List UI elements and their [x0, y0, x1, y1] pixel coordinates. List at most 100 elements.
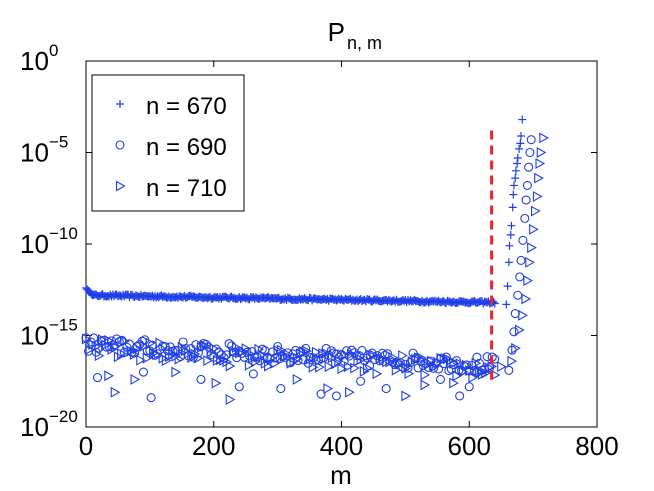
y-tick-label-base: 10 — [20, 321, 49, 351]
marker-triangle — [446, 355, 456, 366]
marker-triangle — [133, 343, 143, 355]
x-tick-labels: 0 200 400 600 800 — [79, 431, 619, 461]
marker-triangle — [97, 334, 108, 346]
marker-triangle — [292, 373, 303, 385]
y-tick-label-base: 10 — [20, 138, 49, 168]
marker-triangle — [270, 357, 281, 369]
marker-triangle — [527, 242, 537, 254]
marker-plus — [116, 100, 124, 108]
marker-circle — [303, 358, 313, 368]
marker-triangle — [171, 350, 182, 362]
marker-plus — [516, 132, 525, 141]
marker-plus — [511, 166, 520, 175]
marker-triangle — [331, 358, 341, 370]
marker-triangle — [139, 341, 150, 352]
marker-circle — [518, 235, 528, 245]
marker-triangle — [85, 344, 95, 355]
marker-triangle — [254, 343, 265, 355]
marker-plus — [509, 181, 518, 190]
marker-circle — [316, 389, 326, 399]
marker-triangle — [117, 348, 127, 360]
marker-triangle — [238, 346, 249, 357]
marker-triangle — [375, 353, 386, 365]
marker-triangle — [115, 180, 126, 192]
marker-triangle — [366, 349, 376, 361]
marker-circle — [115, 140, 125, 150]
y-tick-label-base: 10 — [20, 412, 49, 442]
marker-triangle — [476, 366, 487, 378]
marker-triangle — [449, 357, 459, 369]
marker-circle — [455, 391, 465, 401]
marker-triangle — [356, 354, 367, 366]
marker-plus — [516, 139, 525, 148]
chart-title: P — [328, 17, 345, 47]
legend-label-n690: n = 690 — [146, 134, 227, 161]
marker-triangle — [136, 354, 146, 366]
marker-circle — [234, 382, 244, 392]
marker-triangle — [311, 346, 322, 358]
marker-triangle — [334, 355, 344, 367]
x-tick-label: 0 — [79, 431, 93, 461]
marker-triangle — [420, 379, 431, 391]
marker-triangle — [401, 363, 411, 374]
marker-triangle — [455, 358, 466, 370]
marker-triangle — [126, 345, 137, 357]
marker-triangle — [378, 353, 389, 365]
marker-triangle — [216, 354, 226, 366]
marker-triangle — [241, 343, 252, 355]
marker-triangle — [104, 335, 114, 346]
marker-triangle — [315, 361, 325, 373]
marker-circle — [216, 350, 226, 360]
marker-triangle — [228, 346, 239, 358]
marker-triangle — [511, 342, 521, 354]
legend-label-n670: n = 670 — [146, 93, 227, 120]
marker-triangle — [321, 347, 332, 359]
marker-triangle — [388, 352, 399, 363]
marker-plus — [506, 230, 515, 239]
marker-circle — [138, 367, 149, 377]
marker-triangle — [184, 347, 194, 359]
marker-circle — [509, 327, 519, 337]
marker-triangle — [206, 346, 217, 358]
marker-plus — [513, 153, 522, 162]
marker-circle — [357, 345, 367, 355]
marker-triangle — [164, 351, 175, 363]
marker-triangle — [299, 346, 309, 357]
marker-triangle — [101, 339, 111, 351]
marker-triangle — [222, 356, 233, 368]
marker-triangle — [263, 360, 274, 372]
marker-circle — [211, 344, 221, 354]
marker-triangle — [468, 372, 479, 384]
marker-triangle — [145, 337, 156, 349]
marker-triangle — [187, 352, 198, 364]
marker-triangle — [200, 340, 210, 351]
axis-ticks — [85, 60, 598, 428]
marker-triangle — [174, 353, 185, 365]
marker-circle — [521, 195, 531, 205]
marker-triangle — [345, 386, 355, 398]
marker-circle — [516, 255, 526, 266]
marker-triangle — [507, 355, 518, 367]
marker-plus — [502, 300, 511, 309]
marker-circle — [196, 374, 206, 384]
marker-triangle — [260, 357, 271, 369]
marker-triangle — [426, 355, 437, 367]
marker-plus — [507, 221, 516, 230]
marker-triangle — [420, 369, 431, 381]
marker-triangle — [414, 352, 424, 364]
marker-plus — [509, 190, 518, 199]
y-tick-label-exponent: −20 — [49, 407, 78, 426]
marker-triangle — [212, 355, 223, 366]
legend-box — [91, 74, 245, 212]
marker-triangle — [462, 359, 472, 371]
marker-triangle — [337, 363, 348, 375]
y-tick-label-exponent: −5 — [49, 133, 68, 152]
x-axis-label: m — [330, 460, 352, 490]
marker-triangle — [225, 394, 236, 405]
marker-triangle — [394, 357, 405, 369]
marker-triangle — [518, 309, 528, 321]
marker-plus — [503, 282, 512, 291]
marker-circle — [227, 341, 237, 351]
marker-circle — [520, 213, 530, 223]
